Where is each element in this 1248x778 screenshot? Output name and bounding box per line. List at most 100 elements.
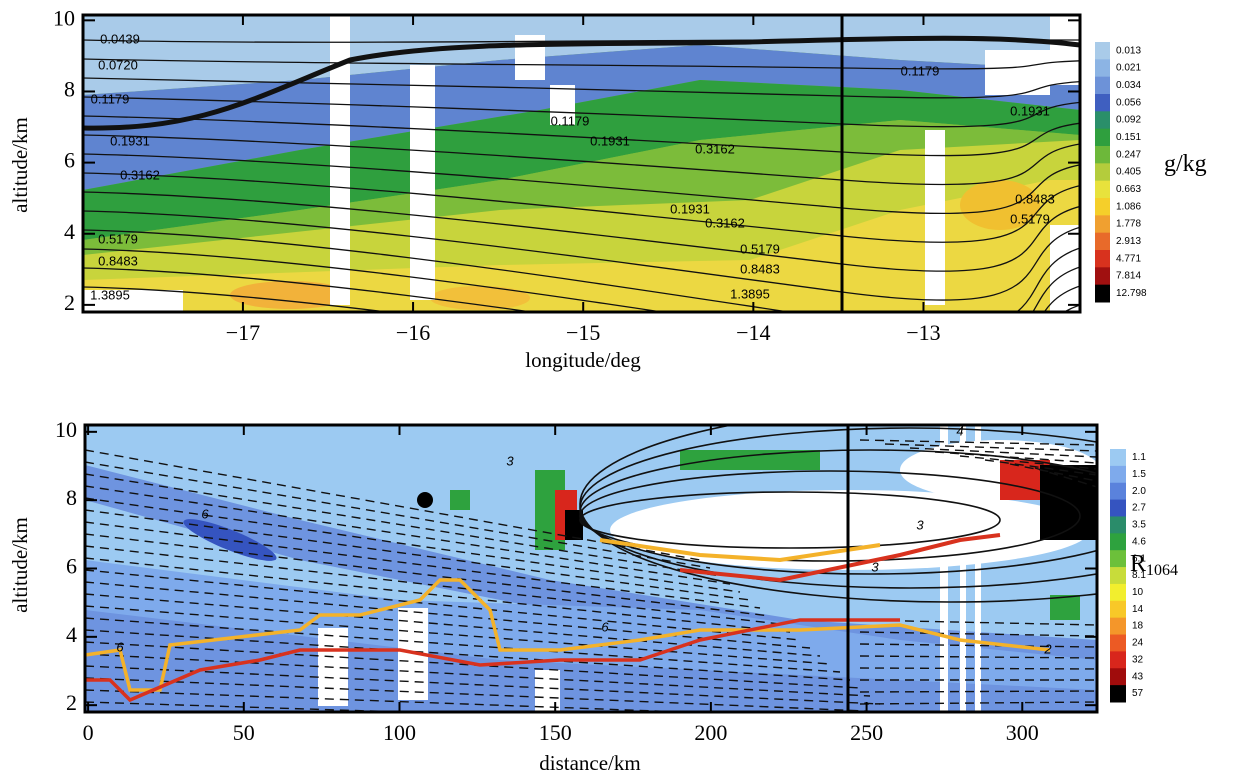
colorbar-label: 2.0 xyxy=(1132,486,1146,497)
colorbar-label: 43 xyxy=(1132,671,1144,682)
colorbar-label: 7.814 xyxy=(1116,271,1141,282)
contour-label: 6 xyxy=(116,639,124,654)
x-tick-label: −14 xyxy=(736,320,770,345)
colorbar-cell xyxy=(1110,449,1126,466)
contour-label: 1.3895 xyxy=(730,286,770,301)
colorbar-cell xyxy=(1110,516,1126,533)
y-tick-label: 6 xyxy=(64,148,75,173)
x-axis-title: distance/km xyxy=(539,751,640,775)
contour-label: 0.0439 xyxy=(100,31,140,46)
contour-label: 0.3162 xyxy=(705,215,745,230)
x-axis-title: longitude/deg xyxy=(525,348,641,372)
colorbar-cell xyxy=(1110,500,1126,517)
colorbar-label: 1.086 xyxy=(1116,201,1141,212)
colorbar-cell xyxy=(1110,466,1126,483)
colorbar-cell xyxy=(1095,198,1110,216)
colorbar-cell xyxy=(1095,77,1110,95)
contour-label: 0.5179 xyxy=(98,231,138,246)
colorbar-label: 0.013 xyxy=(1116,45,1141,56)
contour-label: 0.3162 xyxy=(120,167,160,182)
colorbar-cell xyxy=(1110,584,1126,601)
colorbar-cell xyxy=(1110,668,1126,685)
y-axis-title: altitude/km xyxy=(8,517,32,613)
colorbar-cell xyxy=(1095,59,1110,77)
colorbar-label: 0.056 xyxy=(1116,97,1141,108)
colorbar-label: 1.778 xyxy=(1116,219,1141,230)
colorbar-cell xyxy=(1095,233,1110,251)
contour-label: 0.8483 xyxy=(1015,191,1055,206)
contour-label: 0.5179 xyxy=(740,241,780,256)
contour-label: 1.3895 xyxy=(90,287,130,302)
colorbar-label: 14 xyxy=(1132,604,1144,615)
colorbar-label: 3.5 xyxy=(1132,520,1146,531)
colorbar-label: 57 xyxy=(1132,688,1144,699)
contour-label: 4 xyxy=(956,423,963,438)
contour-label: 3 xyxy=(506,453,514,468)
colorbar-label: 0.021 xyxy=(1116,63,1141,74)
colorbar-cell xyxy=(1095,181,1110,199)
colorbar-cell xyxy=(1095,267,1110,285)
colorbar-label: 32 xyxy=(1132,654,1144,665)
colorbar-cell xyxy=(1095,146,1110,164)
colorbar-cell xyxy=(1110,550,1126,567)
colorbar-cell xyxy=(1095,250,1110,268)
colorbar-cell xyxy=(1095,285,1110,303)
colorbar-cell xyxy=(1110,685,1126,702)
colorbar-label: 4.771 xyxy=(1116,253,1141,264)
colorbar-title: R1064 xyxy=(1130,551,1178,579)
colorbar-label: 0.151 xyxy=(1116,132,1141,143)
x-tick-label: 50 xyxy=(233,720,255,745)
x-tick-label: −16 xyxy=(396,320,430,345)
x-tick-label: −13 xyxy=(906,320,940,345)
y-tick-label: 2 xyxy=(66,690,77,715)
x-tick-label: 100 xyxy=(383,720,416,745)
colorbar-cell xyxy=(1110,618,1126,635)
colorbar-cell xyxy=(1095,42,1110,60)
colorbar-label: 18 xyxy=(1132,621,1144,632)
figure: −17 −16 −15 −14 −13 2 4 6 8 10 longitude/deg altitu… xyxy=(0,0,1248,778)
colorbar-cell xyxy=(1110,483,1126,500)
colorbar-label: 0.092 xyxy=(1116,115,1141,126)
colorbar-label: 0.405 xyxy=(1116,167,1141,178)
colorbar-label: 0.663 xyxy=(1116,184,1141,195)
contour-label: 0.8483 xyxy=(98,253,138,268)
colorbar-label: 4.6 xyxy=(1132,536,1146,547)
colorbar-label: 1.5 xyxy=(1132,469,1146,480)
colorbar-cell xyxy=(1095,94,1110,112)
contour-label: 0.1931 xyxy=(590,133,630,148)
contour-label: 0.1179 xyxy=(551,113,590,128)
colorbar-title-sub: 1064 xyxy=(1146,562,1178,579)
colorbar-title: g/kg xyxy=(1164,151,1207,177)
colorbar-cell xyxy=(1110,533,1126,550)
x-tick-label: −15 xyxy=(566,320,600,345)
contour-label: 2 xyxy=(1043,641,1052,656)
contour-label: 6 xyxy=(201,506,209,521)
contour-label: 0.1931 xyxy=(670,201,710,216)
colorbar-title-text: R xyxy=(1130,551,1146,577)
y-tick-label: 4 xyxy=(64,219,75,244)
colorbar-cell xyxy=(1110,601,1126,618)
y-tick-label: 8 xyxy=(66,485,77,510)
x-tick-label: −17 xyxy=(226,320,260,345)
x-tick-label: 250 xyxy=(850,720,883,745)
colorbar-label: 0.034 xyxy=(1116,80,1141,91)
colorbar-title-text: g/kg xyxy=(1164,151,1207,177)
colorbar-label: 0.247 xyxy=(1116,149,1141,160)
colorbar-label: 2.913 xyxy=(1116,236,1141,247)
colorbar-cell xyxy=(1095,111,1110,129)
y-tick-label: 10 xyxy=(55,417,77,442)
colorbar-label: 2.7 xyxy=(1132,503,1146,514)
x-tick-label: 300 xyxy=(1006,720,1039,745)
colorbar-cell xyxy=(1095,129,1110,147)
x-tick-label: 200 xyxy=(694,720,727,745)
colorbar-label: 10 xyxy=(1132,587,1144,598)
colorbar-cell xyxy=(1110,567,1126,584)
contour-label: 0.1179 xyxy=(901,63,940,78)
y-tick-label: 10 xyxy=(53,5,75,30)
colorbar-label: 1.1 xyxy=(1132,452,1146,463)
field xyxy=(85,406,1248,728)
contour-label: 0.5179 xyxy=(1010,211,1050,226)
colorbar-cell xyxy=(1110,651,1126,668)
contour-label: 0.0720 xyxy=(98,57,138,72)
y-tick-label: 2 xyxy=(64,290,75,315)
